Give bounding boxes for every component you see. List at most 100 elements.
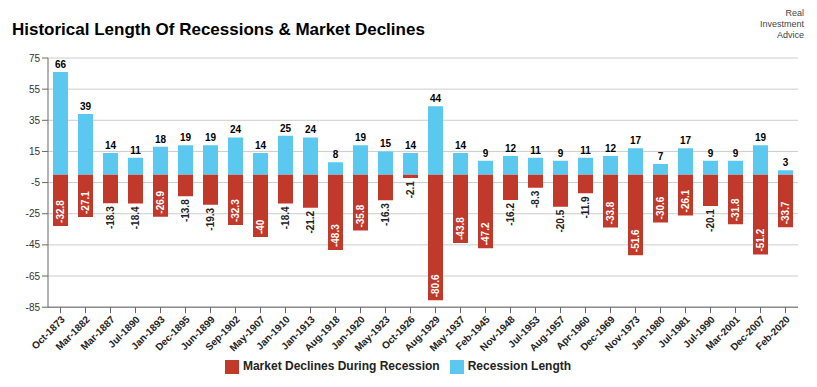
svg-text:19: 19 bbox=[205, 132, 217, 143]
svg-text:-32.8: -32.8 bbox=[55, 200, 66, 223]
svg-text:9: 9 bbox=[733, 148, 739, 159]
svg-text:Oct-1873: Oct-1873 bbox=[29, 313, 67, 352]
svg-text:-16.2: -16.2 bbox=[505, 203, 516, 226]
svg-text:-33.7: -33.7 bbox=[780, 201, 791, 224]
svg-text:66: 66 bbox=[55, 59, 67, 70]
svg-text:-18.3: -18.3 bbox=[105, 206, 116, 229]
svg-text:Dec-1969: Dec-1969 bbox=[578, 313, 617, 353]
svg-text:-8.3: -8.3 bbox=[530, 190, 541, 208]
svg-text:14: 14 bbox=[255, 140, 267, 151]
svg-text:44: 44 bbox=[430, 93, 442, 104]
svg-text:17: 17 bbox=[630, 135, 642, 146]
svg-text:-2.1: -2.1 bbox=[405, 181, 416, 199]
svg-text:8: 8 bbox=[333, 149, 339, 160]
svg-text:Jan-1980: Jan-1980 bbox=[628, 313, 667, 352]
svg-text:Jan-1910: Jan-1910 bbox=[253, 313, 292, 352]
svg-text:-85: -85 bbox=[26, 302, 41, 313]
svg-text:-20.1: -20.1 bbox=[705, 209, 716, 232]
svg-text:Jul-1981: Jul-1981 bbox=[655, 313, 692, 350]
svg-text:75: 75 bbox=[29, 53, 41, 64]
svg-text:Jun-1899: Jun-1899 bbox=[178, 313, 217, 353]
svg-text:-51.2: -51.2 bbox=[755, 228, 766, 251]
svg-text:39: 39 bbox=[80, 101, 92, 112]
svg-text:-47.2: -47.2 bbox=[480, 222, 491, 245]
svg-text:-65: -65 bbox=[26, 271, 41, 282]
svg-text:11: 11 bbox=[580, 145, 591, 156]
svg-text:14: 14 bbox=[105, 140, 117, 151]
svg-text:Jan-1913: Jan-1913 bbox=[278, 313, 317, 352]
svg-text:Mar-1882: Mar-1882 bbox=[53, 313, 92, 353]
svg-text:15: 15 bbox=[380, 138, 392, 149]
svg-text:-5: -5 bbox=[31, 177, 40, 188]
svg-text:-51.6: -51.6 bbox=[630, 229, 641, 252]
svg-text:Jul-1953: Jul-1953 bbox=[505, 313, 542, 350]
svg-text:Feb-1945: Feb-1945 bbox=[453, 313, 492, 353]
svg-text:Nov-1973: Nov-1973 bbox=[602, 313, 642, 354]
svg-text:Oct-1926: Oct-1926 bbox=[379, 313, 417, 352]
svg-text:May-1937: May-1937 bbox=[427, 313, 467, 354]
svg-text:11: 11 bbox=[130, 145, 141, 156]
svg-text:-40: -40 bbox=[255, 219, 266, 234]
svg-text:12: 12 bbox=[505, 143, 517, 154]
svg-text:-48.3: -48.3 bbox=[330, 224, 341, 247]
svg-text:-18.4: -18.4 bbox=[280, 206, 291, 229]
svg-text:18: 18 bbox=[155, 134, 167, 145]
svg-text:Jul-1990: Jul-1990 bbox=[680, 313, 717, 350]
svg-text:55: 55 bbox=[29, 84, 41, 95]
svg-text:-16.3: -16.3 bbox=[380, 203, 391, 226]
svg-text:17: 17 bbox=[680, 135, 692, 146]
svg-text:-31.8: -31.8 bbox=[730, 198, 741, 221]
svg-text:-19.3: -19.3 bbox=[205, 207, 216, 230]
svg-text:15: 15 bbox=[29, 146, 41, 157]
svg-text:-26.1: -26.1 bbox=[680, 189, 691, 212]
svg-text:-27.1: -27.1 bbox=[80, 191, 91, 214]
svg-text:-30.6: -30.6 bbox=[655, 196, 666, 219]
svg-text:12: 12 bbox=[605, 143, 617, 154]
svg-text:19: 19 bbox=[355, 132, 367, 143]
svg-text:Jan-1893: Jan-1893 bbox=[128, 313, 167, 352]
svg-text:25: 25 bbox=[280, 123, 292, 134]
svg-text:-35.8: -35.8 bbox=[355, 204, 366, 227]
svg-text:Apr-1960: Apr-1960 bbox=[553, 313, 592, 352]
svg-text:May-1923: May-1923 bbox=[352, 313, 392, 354]
svg-text:Aug-1918: Aug-1918 bbox=[302, 313, 342, 354]
svg-text:Dec-1895: Dec-1895 bbox=[153, 313, 192, 353]
svg-text:Aug-1929: Aug-1929 bbox=[402, 313, 442, 354]
svg-text:Sep-1902: Sep-1902 bbox=[203, 313, 242, 353]
svg-text:-21.2: -21.2 bbox=[305, 210, 316, 233]
svg-text:Feb-2020: Feb-2020 bbox=[753, 314, 792, 353]
svg-text:9: 9 bbox=[558, 148, 564, 159]
svg-text:Aug-1957: Aug-1957 bbox=[527, 313, 567, 354]
svg-text:-43.8: -43.8 bbox=[455, 217, 466, 240]
svg-text:7: 7 bbox=[658, 151, 664, 162]
svg-text:24: 24 bbox=[230, 124, 242, 135]
svg-text:-13.8: -13.8 bbox=[180, 199, 191, 222]
svg-text:Jul-1890: Jul-1890 bbox=[105, 313, 142, 350]
svg-text:-20.5: -20.5 bbox=[555, 209, 566, 232]
svg-text:May-1907: May-1907 bbox=[227, 313, 267, 354]
svg-text:35: 35 bbox=[29, 115, 41, 126]
svg-text:19: 19 bbox=[180, 132, 192, 143]
svg-text:-45: -45 bbox=[26, 239, 41, 250]
svg-text:-80.6: -80.6 bbox=[430, 274, 441, 297]
svg-text:14: 14 bbox=[455, 140, 467, 151]
svg-text:9: 9 bbox=[708, 148, 714, 159]
svg-text:-32.3: -32.3 bbox=[230, 199, 241, 222]
svg-text:19: 19 bbox=[755, 132, 767, 143]
svg-text:-33.8: -33.8 bbox=[605, 201, 616, 224]
svg-text:-18.4: -18.4 bbox=[130, 206, 141, 229]
html-text:Historical Length Of Recession: Historical Length Of Recessions & Market… bbox=[12, 20, 425, 39]
svg-text:Nov-1948: Nov-1948 bbox=[477, 313, 517, 354]
svg-text:Jan-1920: Jan-1920 bbox=[328, 313, 367, 352]
svg-text:-26.9: -26.9 bbox=[155, 190, 166, 213]
svg-text:-11.9: -11.9 bbox=[580, 196, 591, 219]
svg-text:-25: -25 bbox=[26, 208, 41, 219]
svg-text:9: 9 bbox=[483, 148, 489, 159]
svg-text:Mar-1887: Mar-1887 bbox=[78, 313, 117, 353]
svg-text:14: 14 bbox=[405, 140, 417, 151]
svg-text:11: 11 bbox=[530, 145, 541, 156]
svg-text:24: 24 bbox=[305, 124, 317, 135]
svg-text:3: 3 bbox=[783, 157, 789, 168]
svg-text:Mar-2001: Mar-2001 bbox=[703, 313, 742, 353]
svg-text:Dec-2007: Dec-2007 bbox=[728, 313, 767, 353]
